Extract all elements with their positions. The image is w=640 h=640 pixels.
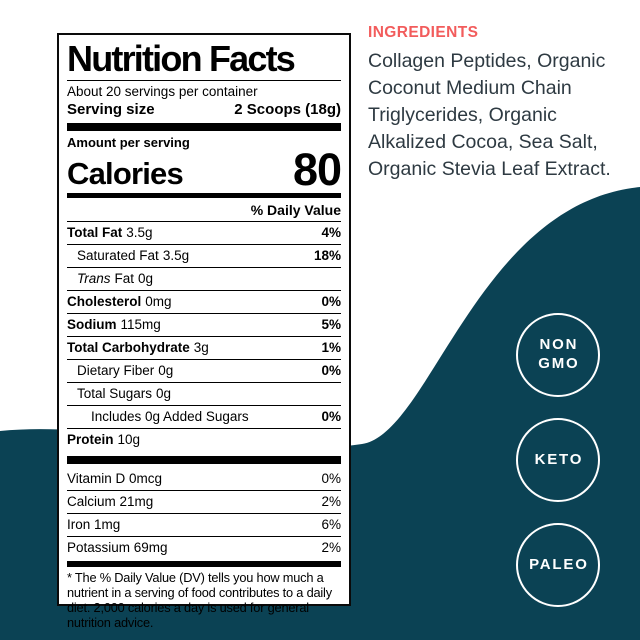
nutrient-row-total-sugars: Total Sugars 0g — [67, 381, 341, 405]
vitamin-dv: 2% — [321, 540, 341, 556]
nutrient-name: Includes 0g Added Sugars — [91, 409, 249, 425]
ingredients-title: INGREDIENTS — [368, 24, 479, 41]
ingredients-section: INGREDIENTS Collagen Peptides, Organic C… — [368, 24, 636, 183]
nutrient-row-added-sugars: Includes 0g Added Sugars 0% — [67, 404, 341, 428]
vitamin-name: Iron 1mg — [67, 517, 121, 533]
daily-value-header: % Daily Value — [250, 201, 341, 218]
nutrient-row-total-fat: Total Fat 3.5g 4% — [67, 220, 341, 244]
badge-paleo-label: PALEO — [529, 555, 589, 573]
nutrient-name: Fat — [114, 271, 135, 287]
nutrient-row-saturated-fat: Saturated Fat 3.5g 18% — [67, 243, 341, 267]
nutrient-amount: 0g — [138, 271, 154, 287]
nutrient-dv: 0% — [321, 363, 341, 379]
nutrient-amount: 0mg — [145, 294, 172, 310]
vitamin-dv: 0% — [321, 471, 341, 487]
badge-keto-label: KETO — [534, 450, 584, 468]
calories-label: Calories — [67, 156, 184, 192]
nutrient-name: Sodium — [67, 317, 117, 333]
badge-non-gmo: NON GMO — [516, 313, 600, 397]
nutrient-dv: 18% — [313, 248, 341, 264]
nutrient-row-sodium: Sodium 115mg 5% — [67, 312, 341, 336]
nutrient-row-dietary-fiber: Dietary Fiber 0g 0% — [67, 358, 341, 382]
thick-divider — [67, 122, 341, 131]
nutrient-name: Saturated Fat — [77, 248, 159, 264]
nutrient-name-italic: Trans — [77, 271, 111, 287]
nutrient-row-trans-fat: Trans Fat 0g — [67, 266, 341, 290]
medium-divider — [67, 192, 341, 198]
nutrient-dv: 5% — [321, 317, 341, 333]
nutrient-row-protein: Protein 10g — [67, 427, 341, 451]
nutrient-amount: 0g — [158, 363, 174, 379]
calories-value: 80 — [292, 144, 342, 196]
vitamin-dv: 2% — [321, 494, 341, 510]
serving-size-label: Serving size — [67, 100, 155, 118]
vitamin-row-iron: Iron 1mg 6% — [67, 512, 341, 536]
badge-non-gmo-line1: NON — [539, 336, 579, 354]
amount-per-serving-label: Amount per serving — [67, 134, 190, 150]
vitamin-row-potassium: Potassium 69mg 2% — [67, 535, 341, 559]
nutrient-name: Total Sugars — [77, 386, 153, 402]
thick-divider — [67, 455, 341, 464]
nutrient-amount: 115mg — [120, 317, 161, 333]
badge-paleo: PALEO — [516, 523, 600, 607]
vitamin-row-vitamin-d: Vitamin D 0mcg 0% — [67, 468, 341, 490]
vitamin-name: Vitamin D 0mcg — [67, 471, 163, 487]
nutrition-facts-panel: Nutrition Facts About 20 servings per co… — [57, 33, 351, 630]
vitamin-row-calcium: Calcium 21mg 2% — [67, 489, 341, 513]
nutrient-amount: 3.5g — [162, 248, 190, 264]
divider — [67, 79, 341, 81]
nutrient-amount: 0g — [156, 386, 172, 402]
ingredients-list: Collagen Peptides, Organic Coconut Mediu… — [368, 50, 611, 180]
medium-divider — [67, 560, 341, 567]
nutrient-row-cholesterol: Cholesterol 0mg 0% — [67, 289, 341, 313]
vitamin-name: Potassium 69mg — [67, 540, 168, 556]
daily-value-footnote: * The % Daily Value (DV) tells you how m… — [67, 569, 332, 630]
calories-row: Calories 80 — [67, 144, 342, 196]
badge-keto: KETO — [516, 418, 600, 502]
nutrition-facts-title: Nutrition Facts — [67, 38, 296, 79]
nutrient-name: Total Carbohydrate — [67, 340, 190, 356]
nutrient-dv: 0% — [321, 294, 341, 310]
nutrient-name: Dietary Fiber — [77, 363, 155, 379]
serving-size-row: Serving size 2 Scoops (18g) — [67, 101, 341, 118]
nutrient-amount: 3.5g — [126, 225, 153, 241]
vitamin-dv: 6% — [321, 517, 341, 533]
servings-per-container: About 20 servings per container — [67, 83, 258, 99]
nutrient-amount: 3g — [193, 340, 209, 356]
nutrient-row-total-carbohydrate: Total Carbohydrate 3g 1% — [67, 335, 341, 359]
vitamin-name: Calcium 21mg — [67, 494, 154, 510]
nutrient-amount: 10g — [117, 432, 141, 448]
nutrient-dv: 0% — [321, 409, 341, 425]
nutrient-dv: 1% — [321, 340, 341, 356]
serving-size-value: 2 Scoops (18g) — [234, 100, 341, 118]
badge-non-gmo-line2: GMO — [538, 355, 580, 372]
nutrient-name: Total Fat — [67, 225, 123, 241]
nutrient-name: Cholesterol — [67, 294, 142, 310]
nutrient-dv: 4% — [321, 225, 341, 241]
nutrient-name: Protein — [67, 432, 114, 448]
